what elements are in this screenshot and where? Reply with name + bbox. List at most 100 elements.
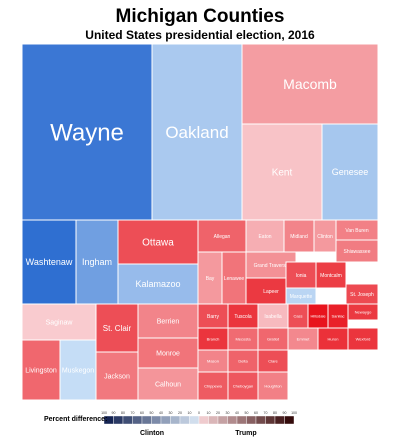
legend-tick-label: 80 [273, 411, 277, 415]
legend-tick-label: 30 [169, 411, 173, 415]
legend-tick-label: 100 [291, 411, 297, 415]
county-label: St. Joseph [350, 292, 374, 298]
legend-tick-label: 40 [159, 411, 163, 415]
legend-swatch [170, 415, 181, 425]
county-label: Eaton [258, 234, 271, 240]
county-label: Chippewa [204, 383, 223, 388]
legend-swatch [198, 415, 209, 425]
county-label: Washtenaw [26, 257, 73, 267]
county-cell-livingston [21, 339, 61, 401]
county-label: Wexford [356, 336, 371, 341]
county-label: Calhoun [155, 381, 181, 388]
county-label: Genesee [332, 167, 369, 177]
legend-tick-label: 60 [254, 411, 258, 415]
legend-swatch [132, 415, 143, 425]
county-cell-kent [241, 123, 323, 221]
county-label: Midland [290, 234, 308, 240]
county-label: Isabella [264, 314, 281, 320]
legend-swatch [122, 415, 133, 425]
county-label: Ingham [82, 257, 112, 267]
county-label: Montcalm [320, 273, 342, 279]
county-cell-st-clair [95, 303, 139, 353]
county-cell-kalamazoo [117, 263, 199, 305]
legend-tick-label: 30 [226, 411, 230, 415]
county-cell-ionia [285, 261, 317, 289]
county-label: Lenawee [224, 276, 245, 282]
legend-swatch [246, 415, 257, 425]
legend-tick-label: 10 [207, 411, 211, 415]
legend-swatch [179, 415, 190, 425]
county-label: Sanilac [331, 313, 344, 318]
county-label: Macomb [283, 76, 337, 92]
county-cell-eaton [245, 219, 285, 253]
legend-tick-label: 90 [112, 411, 116, 415]
county-label: Oakland [165, 123, 228, 142]
legend-tick-label: 100 [101, 411, 107, 415]
county-cell-wexford [347, 327, 379, 351]
county-label: Clare [268, 358, 278, 363]
county-label: Monroe [156, 350, 180, 357]
county-cell-houghton [257, 371, 289, 401]
legend-swatch [217, 415, 228, 425]
county-cell-genesee [321, 123, 379, 221]
legend-tick-label: 40 [235, 411, 239, 415]
county-label: Tuscola [234, 314, 252, 320]
legend-swatch [227, 415, 238, 425]
county-cell-wayne [21, 43, 153, 221]
county-cell-allegan [197, 219, 247, 253]
county-label: Jackson [104, 373, 130, 380]
county-cell-midland [283, 219, 315, 253]
legend-swatch [274, 415, 285, 425]
legend-swatch [189, 415, 200, 425]
legend-swatch [208, 415, 219, 425]
county-label: St. Clair [103, 324, 132, 333]
county-label: Newaygo [355, 309, 372, 314]
county-label: Muskegon [62, 367, 94, 374]
legend-tick-label: 10 [188, 411, 192, 415]
county-cell-calhoun [137, 367, 199, 401]
county-label: Marquette [290, 294, 313, 300]
legend-tick-label: 70 [264, 411, 268, 415]
legend-trump-label: Trump [235, 430, 257, 437]
county-label: Huron [328, 336, 339, 341]
legend-tick-label: 20 [216, 411, 220, 415]
county-label: Delta [238, 358, 248, 363]
county-label: Emmet [297, 336, 311, 341]
county-cell-montcalm [315, 261, 347, 289]
legend-swatch [151, 415, 162, 425]
legend-swatch [265, 415, 276, 425]
county-label: Mason [207, 358, 219, 363]
county-label: Mecosta [235, 336, 251, 341]
legend-swatch [236, 415, 247, 425]
county-label: Cheboygan [233, 383, 253, 388]
county-label: Hillsdale [310, 313, 326, 318]
county-label: Barry [207, 314, 219, 320]
county-label: Wayne [50, 119, 124, 146]
legend-tick-label: 60 [140, 411, 144, 415]
county-label: Saginaw [46, 319, 74, 326]
county-label: Cass [293, 313, 302, 318]
legend-swatch [113, 415, 124, 425]
legend-tick-label: 90 [283, 411, 287, 415]
county-cell-tuscola [227, 303, 259, 329]
county-label: Berrien [157, 318, 180, 325]
county-label: Kalamazoo [135, 279, 180, 289]
county-label: Bay [206, 276, 215, 282]
county-cell-cheboygan [227, 371, 259, 401]
county-label: Allegan [214, 234, 231, 240]
county-cell-shiawassee [335, 239, 379, 263]
legend-tick-label: 70 [131, 411, 135, 415]
county-label: Livingston [25, 367, 57, 374]
chart-subtitle: United States presidential election, 201… [85, 28, 315, 42]
county-label: Van Buren [345, 228, 368, 234]
county-label: Clinton [317, 234, 333, 240]
county-cell-jackson [95, 351, 139, 401]
county-label: Grand Traverse [254, 263, 289, 269]
county-label: Branch [207, 336, 220, 341]
county-cell-muskegon [59, 339, 97, 401]
chart-title: Michigan Counties [115, 6, 285, 27]
legend-swatch [141, 415, 152, 425]
county-label: Ottawa [142, 238, 174, 249]
legend-title: Percent difference: [44, 416, 108, 423]
